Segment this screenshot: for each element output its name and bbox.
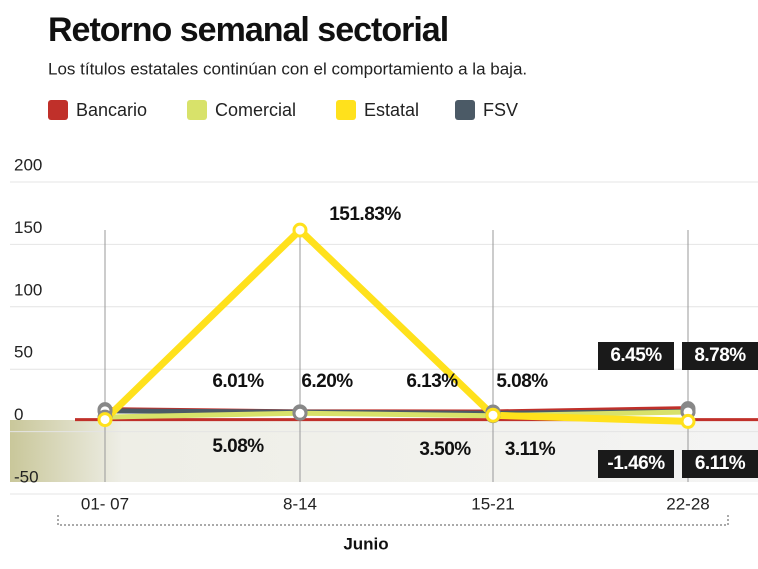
x-tick-label: 01- 07 xyxy=(81,494,129,513)
x-axis-label: Junio xyxy=(343,534,388,553)
legend-label: FSV xyxy=(483,100,518,120)
data-label: 6.01% xyxy=(212,371,264,392)
y-tick-label: 50 xyxy=(14,343,33,362)
y-tick-label: 200 xyxy=(14,155,42,174)
data-label: 3.11% xyxy=(505,439,556,460)
y-tick-label: 150 xyxy=(14,218,42,237)
chart-title: Retorno semanal sectorial xyxy=(48,11,448,49)
legend-label: Bancario xyxy=(76,100,147,120)
label-box xyxy=(598,450,674,478)
y-tick-label: 0 xyxy=(14,405,23,424)
label-box xyxy=(598,342,674,370)
point xyxy=(485,407,501,423)
point xyxy=(97,412,113,428)
data-label: 6.13% xyxy=(406,371,458,392)
x-tick-label: 22-28 xyxy=(666,494,709,513)
y-tick-label: -50 xyxy=(14,467,39,486)
data-label: 5.08% xyxy=(496,371,548,392)
legend-swatch xyxy=(187,100,207,120)
legend-swatch xyxy=(336,100,356,120)
data-label: 3.50% xyxy=(419,439,471,460)
x-tick-label: 8-14 xyxy=(283,494,317,513)
legend-swatch xyxy=(455,100,475,120)
legend-label: Comercial xyxy=(215,100,296,120)
data-label: 8.78% xyxy=(694,345,746,366)
y-tick-label: 100 xyxy=(14,280,42,299)
series-line xyxy=(104,409,689,420)
data-label: 6.11% xyxy=(695,453,746,474)
x-tick-label: 15-21 xyxy=(471,494,514,513)
chart-subtitle: Los títulos estatales continúan con el c… xyxy=(48,59,527,78)
data-label: 6.20% xyxy=(301,371,353,392)
data-label: 151.83% xyxy=(329,204,401,225)
series-line xyxy=(102,226,689,425)
data-label: 5.08% xyxy=(212,436,264,457)
point xyxy=(292,222,308,238)
label-box xyxy=(682,342,758,370)
legend: Bancario Comercial Estatal FSV xyxy=(48,100,518,120)
legend-label: Estatal xyxy=(364,100,419,120)
point xyxy=(292,405,308,421)
data-label: 6.45% xyxy=(610,345,662,366)
data-label: -1.46% xyxy=(607,453,665,474)
legend-swatch xyxy=(48,100,68,120)
label-box xyxy=(682,450,758,478)
x-bracket xyxy=(57,515,729,526)
point xyxy=(680,413,696,429)
